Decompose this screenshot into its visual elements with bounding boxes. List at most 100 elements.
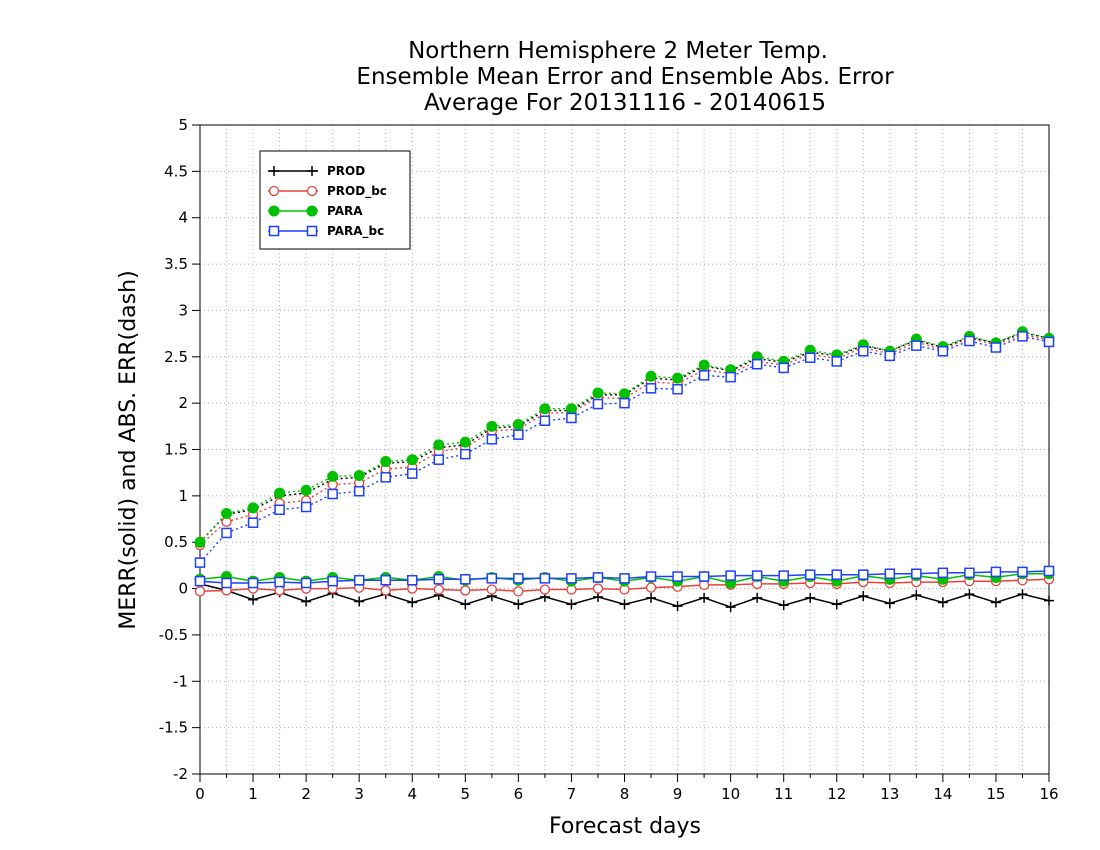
series-para-bc-merr-point	[1043, 565, 1055, 577]
series-para-bc-abs-err-point	[539, 415, 551, 427]
y-tick-label: 1.5	[164, 441, 188, 459]
x-tick-label: 11	[774, 785, 793, 803]
series-para-bc-merr-point	[619, 573, 630, 584]
legend-marker-para-bc	[306, 225, 318, 237]
series-para-abs-err-point	[274, 487, 286, 499]
series-para-bc-abs-err-point	[619, 397, 630, 409]
series-para-bc-merr-point	[645, 571, 657, 582]
legend-marker-prod	[307, 166, 317, 176]
series-para-bc-merr-point	[194, 575, 206, 587]
series-para-abs-err-point	[619, 388, 630, 400]
series-para-bc-merr-point	[884, 568, 896, 579]
series-para-bc-merr-point	[831, 569, 842, 580]
x-tick-label: 4	[407, 785, 417, 803]
series-prod-merr-point	[858, 590, 869, 601]
x-tick-label: 0	[195, 785, 205, 803]
series-para-bc-abs-err-point	[884, 350, 896, 362]
series-para-bc-merr-point	[433, 574, 445, 585]
legend-marker-para-bc	[268, 225, 280, 237]
chart-title-line-3: Average For 20131116 - 20140615	[424, 90, 826, 116]
series-para-bc-abs-err-point	[804, 352, 816, 363]
legend-item-prod-bc: PROD_bc	[268, 184, 387, 199]
series-prod-bc-merr-point	[380, 585, 391, 596]
series-prod-merr-point	[619, 599, 630, 610]
series-para-bc-abs-err-point	[433, 454, 445, 465]
series-prod-merr-point	[884, 598, 895, 609]
series-para-bc-abs-err-point	[300, 501, 312, 513]
series-prod-merr-point	[1044, 595, 1054, 606]
series-para-bc-merr-point	[486, 573, 498, 584]
legend-marker-prod	[269, 166, 279, 176]
y-tick-label: -2	[173, 765, 188, 783]
legend-marker-para	[306, 205, 318, 217]
series-para-abs-err-point	[247, 502, 259, 514]
series-para-bc-abs-err-point	[274, 504, 285, 516]
x-tick-label: 1	[248, 785, 258, 803]
legend-label-para: PARA	[327, 204, 363, 218]
legend-marker-para	[268, 205, 280, 217]
series-para-bc-abs-err-point	[353, 485, 365, 497]
series-para-abs-err-point	[459, 436, 471, 448]
legend-item-prod: PROD	[268, 164, 365, 178]
series-prod-merr-point	[301, 596, 312, 607]
series-para-bc-merr-point	[380, 574, 391, 586]
series-para-abs-err-point	[406, 454, 418, 466]
series-prod-merr-point	[460, 599, 471, 610]
y-tick-label: 0	[178, 580, 188, 598]
x-tick-label: 9	[673, 785, 683, 803]
series-para-bc-merr-point	[804, 569, 816, 580]
series-prod-bc-merr-point	[592, 583, 604, 594]
legend-items: PROD PROD_bc PARA PARA_bc	[268, 164, 387, 239]
legend: PROD PROD_bc PARA PARA_bc	[259, 150, 411, 250]
series-prod-merr-point	[990, 597, 1001, 608]
chart-title-line-1: Northern Hemisphere 2 Meter Temp.	[408, 38, 828, 64]
series-para-bc-abs-err-point	[645, 383, 657, 394]
series-para-bc-merr-point	[990, 566, 1002, 578]
x-tick-label: 15	[986, 785, 1005, 803]
series-para-abs-err-point	[672, 372, 684, 384]
legend-item-para-bc: PARA_bc	[268, 224, 384, 239]
y-tick-label: 5	[178, 116, 188, 134]
series-prod-merr-point	[646, 592, 657, 603]
series-prod-bc-merr-point	[645, 582, 657, 593]
series-para-bc-abs-err-point	[486, 434, 498, 445]
series-para-abs-err-point	[327, 470, 339, 482]
series-para-abs-err-point	[353, 469, 365, 481]
series-prod-merr-point	[937, 597, 948, 608]
legend-item-para: PARA	[268, 204, 363, 218]
axis-layer: 0 1 2 3 4 5 6 7 8 9 10 11 12 13 14 15 16-2-1.5-1-0.500.5…	[159, 116, 1059, 803]
series-para-bc-merr-point	[221, 577, 232, 589]
series-para-bc-merr-point	[698, 571, 710, 582]
series-para-bc-merr-point	[566, 573, 577, 584]
series-para-bc-merr-point	[247, 577, 259, 589]
series-para-abs-err-point	[645, 370, 657, 382]
series-para-bc-merr-point	[778, 570, 789, 581]
series-para-bc-abs-err-point	[990, 342, 1002, 353]
y-tick-label: 2.5	[164, 348, 188, 366]
series-para-abs-err-point	[512, 418, 524, 430]
series-prod-merr-point	[964, 589, 975, 600]
series-para-bc-merr-point	[460, 574, 471, 585]
series-prod-merr-point	[805, 592, 816, 603]
series-para-bc-merr-point	[1017, 566, 1028, 578]
series-prod-merr-point	[725, 602, 736, 613]
legend-box	[259, 150, 411, 250]
series-para-abs-err-point	[221, 507, 233, 519]
series-para-bc-merr-point	[300, 577, 312, 589]
x-tick-label: 16	[1039, 785, 1058, 803]
series-para-abs-err-point	[486, 420, 498, 432]
series-prod-bc-merr-point	[460, 585, 471, 596]
series-prod-merr-point	[1017, 589, 1028, 600]
y-tick-label: 3	[178, 301, 188, 319]
series-para-bc-abs-err-point	[407, 468, 418, 479]
y-tick-label: 4	[178, 209, 188, 227]
series-para-abs-err-point	[539, 403, 551, 415]
series-para-bc-merr-point	[858, 569, 869, 580]
series-para-bc-merr-point	[513, 573, 524, 584]
series-prod-merr-point	[911, 590, 922, 601]
series-para-bc-abs-err-point	[964, 335, 975, 347]
y-tick-label: -1	[173, 672, 188, 690]
y-tick-label: 4.5	[164, 162, 188, 180]
series-prod-merr-point	[566, 599, 577, 610]
